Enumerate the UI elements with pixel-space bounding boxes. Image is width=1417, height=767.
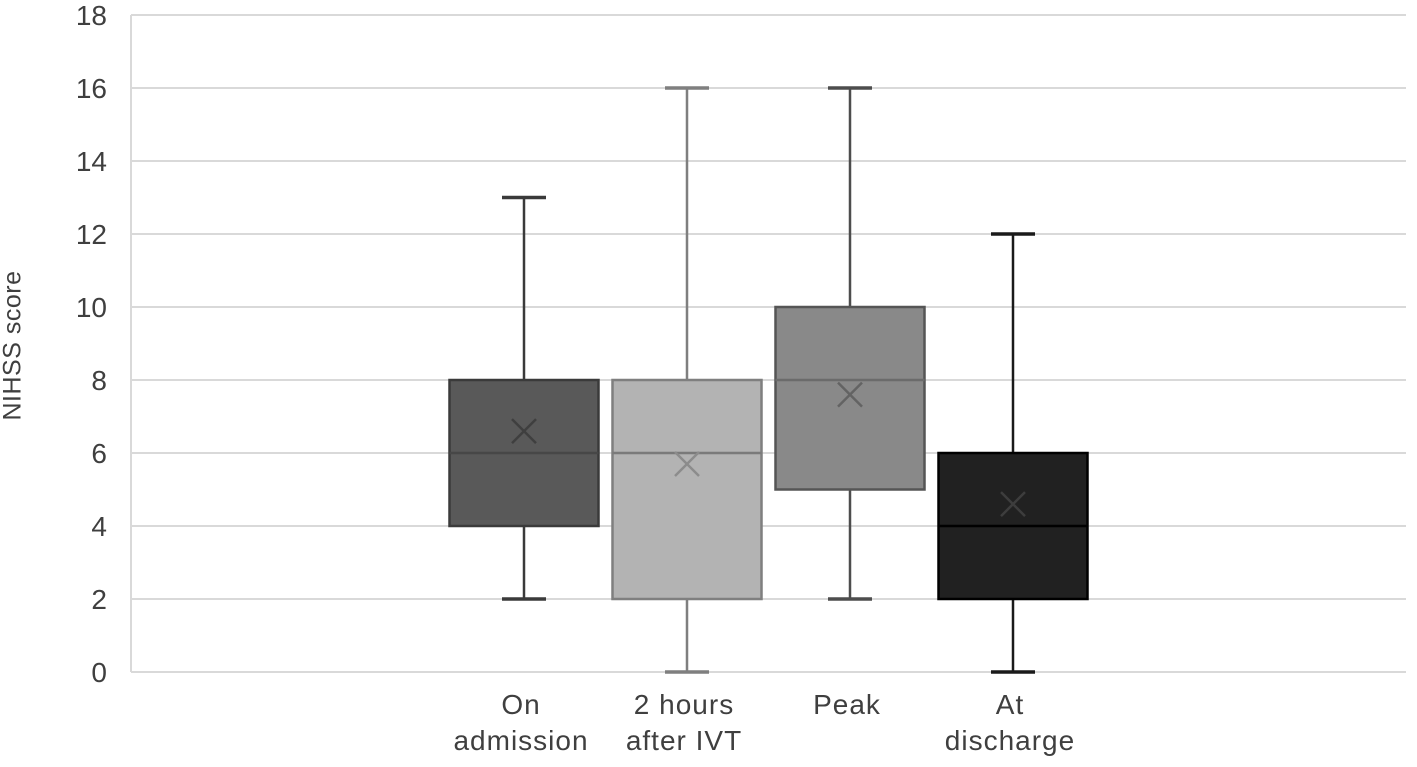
y-tick-label: 14	[76, 146, 107, 177]
y-tick-label: 0	[91, 657, 107, 688]
y-tick-label: 12	[76, 219, 107, 250]
x-category-label: admission	[453, 725, 588, 756]
y-tick-label: 4	[91, 511, 107, 542]
boxplot-box	[774, 305, 926, 491]
x-category-label: 2 hours	[634, 689, 734, 720]
x-category-label: Peak	[813, 689, 881, 720]
x-category-label: At	[996, 689, 1024, 720]
y-tick-label: 18	[76, 0, 107, 31]
mean-marker	[837, 381, 863, 408]
x-category-label: after IVT	[626, 725, 742, 756]
y-tick-label: 10	[76, 292, 107, 323]
y-axis-title: NIHSS score	[0, 270, 27, 421]
y-tick-label: 16	[76, 73, 107, 104]
mean-marker	[674, 451, 700, 477]
x-category-label: discharge	[945, 725, 1075, 756]
x-category-label: On	[501, 689, 540, 720]
y-tick-label: 6	[91, 438, 107, 469]
boxplot-box	[611, 378, 763, 601]
mean-marker	[1000, 491, 1026, 517]
mean-marker	[511, 418, 537, 444]
y-tick-label: 8	[91, 365, 107, 396]
y-tick-label: 2	[91, 584, 107, 615]
